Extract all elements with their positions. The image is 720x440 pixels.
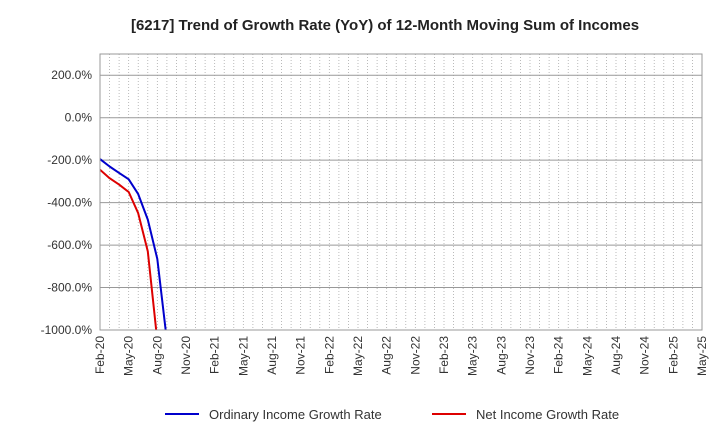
x-tick-label: May-22 <box>351 336 365 376</box>
x-tick-label: Feb-25 <box>666 336 680 374</box>
x-tick-label: Feb-24 <box>552 336 566 374</box>
legend-label-2: Net Income Growth Rate <box>476 407 619 422</box>
x-tick-label: Feb-22 <box>322 336 336 374</box>
y-tick-label: -200.0% <box>47 153 92 167</box>
x-tick-label: Feb-23 <box>437 336 451 374</box>
x-tick-label: May-25 <box>695 336 709 376</box>
chart-title: [6217] Trend of Growth Rate (YoY) of 12-… <box>131 17 639 34</box>
x-tick-label: Nov-21 <box>294 336 308 375</box>
x-tick-label: Feb-20 <box>93 336 107 374</box>
y-tick-label: 200.0% <box>51 68 92 82</box>
y-tick-label: -400.0% <box>47 196 92 210</box>
x-tick-label: May-20 <box>122 336 136 376</box>
grid <box>99 54 703 331</box>
x-tick-label: Nov-24 <box>638 336 652 375</box>
y-tick-label: -800.0% <box>47 281 92 295</box>
y-tick-label: -600.0% <box>47 238 92 252</box>
x-tick-label: May-23 <box>466 336 480 376</box>
series-lines <box>100 158 167 330</box>
legend: Ordinary Income Growth Rate Net Income Gr… <box>165 407 619 422</box>
x-tick-label: Aug-21 <box>265 336 279 375</box>
y-tick-label: -1000.0% <box>41 323 93 337</box>
x-tick-label: Aug-20 <box>150 336 164 375</box>
x-tick-label: Aug-23 <box>494 336 508 375</box>
x-tick-label: May-24 <box>580 336 594 376</box>
series-line-1 <box>100 158 167 330</box>
x-tick-label: Feb-21 <box>208 336 222 374</box>
legend-label-1: Ordinary Income Growth Rate <box>209 407 382 422</box>
x-tick-label: Aug-22 <box>380 336 394 375</box>
x-axis: Feb-20 May-20 Aug-20 Nov-20 Feb-21 May-21 Aug-… <box>93 336 709 376</box>
x-tick-label: Nov-23 <box>523 336 537 375</box>
plot-frame <box>99 53 703 331</box>
series-line-2 <box>100 168 158 330</box>
x-tick-label: Aug-24 <box>609 336 623 375</box>
x-tick-label: Nov-22 <box>408 336 422 375</box>
y-axis: 200.0% 0.0% -200.0% -400.0% -600.0% -800.0% -1… <box>41 68 93 337</box>
y-tick-label: 0.0% <box>65 111 93 125</box>
x-tick-label: May-21 <box>236 336 250 376</box>
x-tick-label: Nov-20 <box>179 336 193 375</box>
